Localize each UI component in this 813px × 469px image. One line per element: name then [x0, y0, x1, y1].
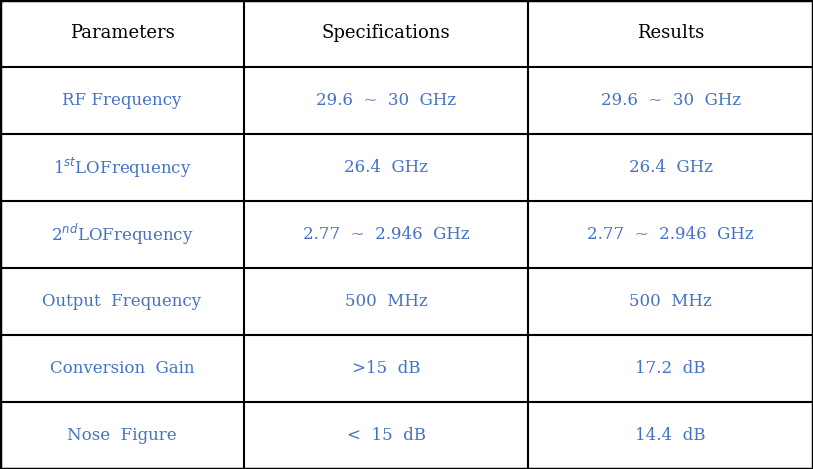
Text: 29.6  ~  30  GHz: 29.6 ~ 30 GHz: [316, 92, 456, 109]
Text: 500  MHz: 500 MHz: [629, 293, 712, 310]
Text: 17.2  dB: 17.2 dB: [636, 360, 706, 377]
Text: 2.77  ~  2.946  GHz: 2.77 ~ 2.946 GHz: [588, 226, 754, 243]
Text: Output  Frequency: Output Frequency: [42, 293, 202, 310]
Text: 2$^{nd}$LOFrequency: 2$^{nd}$LOFrequency: [50, 222, 193, 247]
Text: 29.6  ~  30  GHz: 29.6 ~ 30 GHz: [601, 92, 741, 109]
Text: Nose  Figure: Nose Figure: [67, 427, 176, 444]
Text: Parameters: Parameters: [70, 24, 174, 43]
Text: >15  dB: >15 dB: [352, 360, 420, 377]
Text: 500  MHz: 500 MHz: [345, 293, 428, 310]
Text: Specifications: Specifications: [322, 24, 450, 43]
Text: 2.77  ~  2.946  GHz: 2.77 ~ 2.946 GHz: [303, 226, 469, 243]
Text: 26.4  GHz: 26.4 GHz: [344, 159, 428, 176]
Text: 14.4  dB: 14.4 dB: [636, 427, 706, 444]
Text: <  15  dB: < 15 dB: [346, 427, 426, 444]
Text: Conversion  Gain: Conversion Gain: [50, 360, 194, 377]
Text: Results: Results: [637, 24, 704, 43]
Text: 26.4  GHz: 26.4 GHz: [628, 159, 713, 176]
Text: 1$^{st}$LOFrequency: 1$^{st}$LOFrequency: [53, 155, 191, 180]
Text: RF Frequency: RF Frequency: [63, 92, 181, 109]
